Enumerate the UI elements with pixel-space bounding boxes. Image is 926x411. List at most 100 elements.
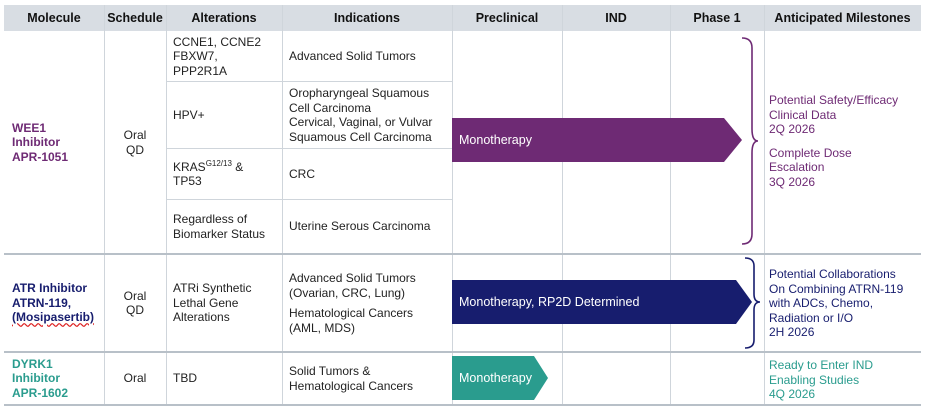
milestone-line: Ready to Enter IND: [769, 358, 874, 372]
alteration-line: CCNE1, CCNE2: [173, 34, 262, 49]
progress-arrow-label-dyrk1: Monotherapy: [459, 371, 532, 385]
milestone-line: Potential Collaborations: [769, 267, 896, 281]
grid-line: [670, 5, 671, 406]
milestone-line: On Combining ATRN-119: [769, 281, 904, 296]
indication-wee1-1: Advanced Solid Tumors: [282, 32, 452, 81]
alteration-wee1-1: CCNE1, CCNE2 FBXW7, PPP2R1A: [166, 32, 282, 81]
alteration-gene: KRAS: [173, 159, 206, 174]
schedule-atr: Oral QD: [104, 255, 166, 351]
alteration-connector: &: [231, 159, 244, 174]
molecule-wee1: WEE1 Inhibitor APR-1051: [4, 32, 104, 253]
milestones-wee1: Potential Safety/Efficacy Clinical Data …: [769, 93, 921, 189]
alteration-line: TBD: [173, 371, 197, 386]
alteration-dyrk1: TBD: [166, 353, 282, 404]
header-molecule: Molecule: [27, 11, 81, 25]
alteration-wee1-3: KRASG12/13 & TP53: [166, 149, 282, 199]
indication-line: Solid Tumors &: [289, 364, 371, 378]
milestone-line: Potential Safety/Efficacy: [769, 93, 899, 107]
row-divider: [4, 253, 921, 255]
grid-line: [282, 5, 283, 406]
indication-line: Cell Carcinoma: [289, 100, 372, 115]
alteration-line: FBXW7,: [173, 49, 218, 64]
milestone-line: Clinical Data: [769, 107, 837, 122]
indication-wee1-3: CRC: [282, 149, 452, 199]
milestone-line: 2Q 2026: [769, 122, 816, 136]
indication-wee1-2: Oropharyngeal Squamous Cell Carcinoma Ce…: [282, 82, 452, 148]
milestone-line: Escalation: [769, 160, 825, 174]
alteration-line: ATRi Synthetic: [173, 281, 252, 296]
alteration-line: Biomarker Status: [173, 226, 266, 241]
brace-wee1-icon: [741, 37, 759, 245]
grid-line: [166, 148, 452, 149]
indication-line: Squamous Cell Carcinoma: [289, 129, 432, 144]
molecule-atr: ATR Inhibitor ATRN-119, (Mosipasertib): [4, 255, 104, 351]
milestone-line: 4Q 2026: [769, 387, 816, 401]
schedule-line: Oral: [123, 128, 147, 142]
milestone-line: 2H 2026: [769, 325, 815, 339]
schedule-line: QD: [125, 142, 144, 157]
grid-line: [104, 5, 105, 406]
grid-line: [452, 5, 453, 406]
schedule-dyrk1: Oral: [104, 353, 166, 404]
grid-line: [562, 5, 563, 406]
indication-line: (AML, MDS): [289, 320, 355, 335]
alteration-line: Lethal Gene: [173, 295, 239, 310]
alteration-wee1-2: HPV+: [166, 82, 282, 148]
row-divider: [4, 404, 921, 406]
indication-line: Oropharyngeal Squamous: [289, 86, 430, 100]
alteration-line: Regardless of: [173, 212, 248, 226]
progress-arrow-wee1: [452, 118, 742, 162]
molecule-name-line: Inhibitor: [12, 371, 60, 386]
row-divider: [4, 351, 921, 353]
milestone-line: Complete Dose: [769, 145, 852, 160]
milestone-line: 3Q 2026: [769, 174, 816, 189]
schedule-wee1: Oral QD: [104, 32, 166, 253]
schedule-line: Oral: [123, 288, 147, 303]
molecule-name-line: APR-1602: [12, 385, 69, 400]
indication-line: Hematological Cancers: [289, 378, 414, 393]
header-ind: IND: [605, 11, 627, 25]
alteration-atr: ATRi Synthetic Lethal Gene Alterations: [166, 255, 282, 351]
header-phase1: Phase 1: [693, 11, 741, 25]
molecule-name-line: DYRK1: [12, 356, 53, 371]
molecule-name-line: ATR Inhibitor: [12, 281, 88, 296]
progress-arrow-label-atr: Monotherapy, RP2D Determined: [459, 295, 640, 309]
alteration-wee1-4: Regardless of Biomarker Status: [166, 200, 282, 253]
indication-line: Cervical, Vaginal, or Vulvar: [289, 115, 433, 129]
molecule-name-line: ATRN-119,: [12, 295, 72, 310]
alteration-line: PPP2R1A: [173, 63, 228, 78]
header-preclinical: Preclinical: [475, 11, 539, 25]
header-alterations: Alterations: [191, 11, 257, 25]
indication-line: Hematological Cancers: [289, 306, 414, 320]
grid-line: [166, 81, 452, 82]
alteration-line: Alterations: [173, 310, 230, 325]
progress-arrow-dyrk1: [452, 356, 548, 400]
molecule-name-line: WEE1: [12, 120, 47, 135]
schedule-line: QD: [125, 303, 144, 317]
indication-line: Advanced Solid Tumors: [289, 271, 416, 285]
indication-atr: Advanced Solid Tumors (Ovarian, CRC, Lun…: [282, 255, 452, 351]
progress-arrow-label-wee1: Monotherapy: [459, 133, 532, 147]
alteration-line: KRASG12/13 &: [173, 158, 244, 175]
indication-line: (Ovarian, CRC, Lung): [289, 285, 406, 300]
grid-line: [166, 5, 167, 406]
indication-dyrk1: Solid Tumors & Hematological Cancers: [282, 353, 452, 404]
molecule-dyrk1: DYRK1 Inhibitor APR-1602: [4, 353, 104, 404]
indication-line: Uterine Serous Carcinoma: [289, 219, 431, 234]
alteration-superscript: G12/13: [205, 158, 232, 168]
header-indications: Indications: [334, 11, 400, 25]
progress-arrow-atr: [452, 280, 752, 324]
grid-line: [764, 5, 765, 406]
indication-line: Advanced Solid Tumors: [289, 49, 416, 64]
milestones-dyrk1: Ready to Enter IND Enabling Studies 4Q 2…: [769, 358, 921, 402]
schedule-line: Oral: [123, 371, 147, 386]
brace-atr-icon: [744, 257, 761, 349]
header-milestones: Anticipated Milestones: [774, 11, 911, 25]
indication-line: CRC: [289, 166, 315, 181]
alteration-line: TP53: [173, 174, 202, 188]
molecule-name-line: (Mosipasertib): [12, 310, 95, 325]
header-row-background: [4, 5, 921, 31]
indication-wee1-4: Uterine Serous Carcinoma: [282, 200, 452, 253]
grid-line: [166, 199, 452, 200]
milestone-line: Radiation or I/O: [769, 310, 854, 325]
